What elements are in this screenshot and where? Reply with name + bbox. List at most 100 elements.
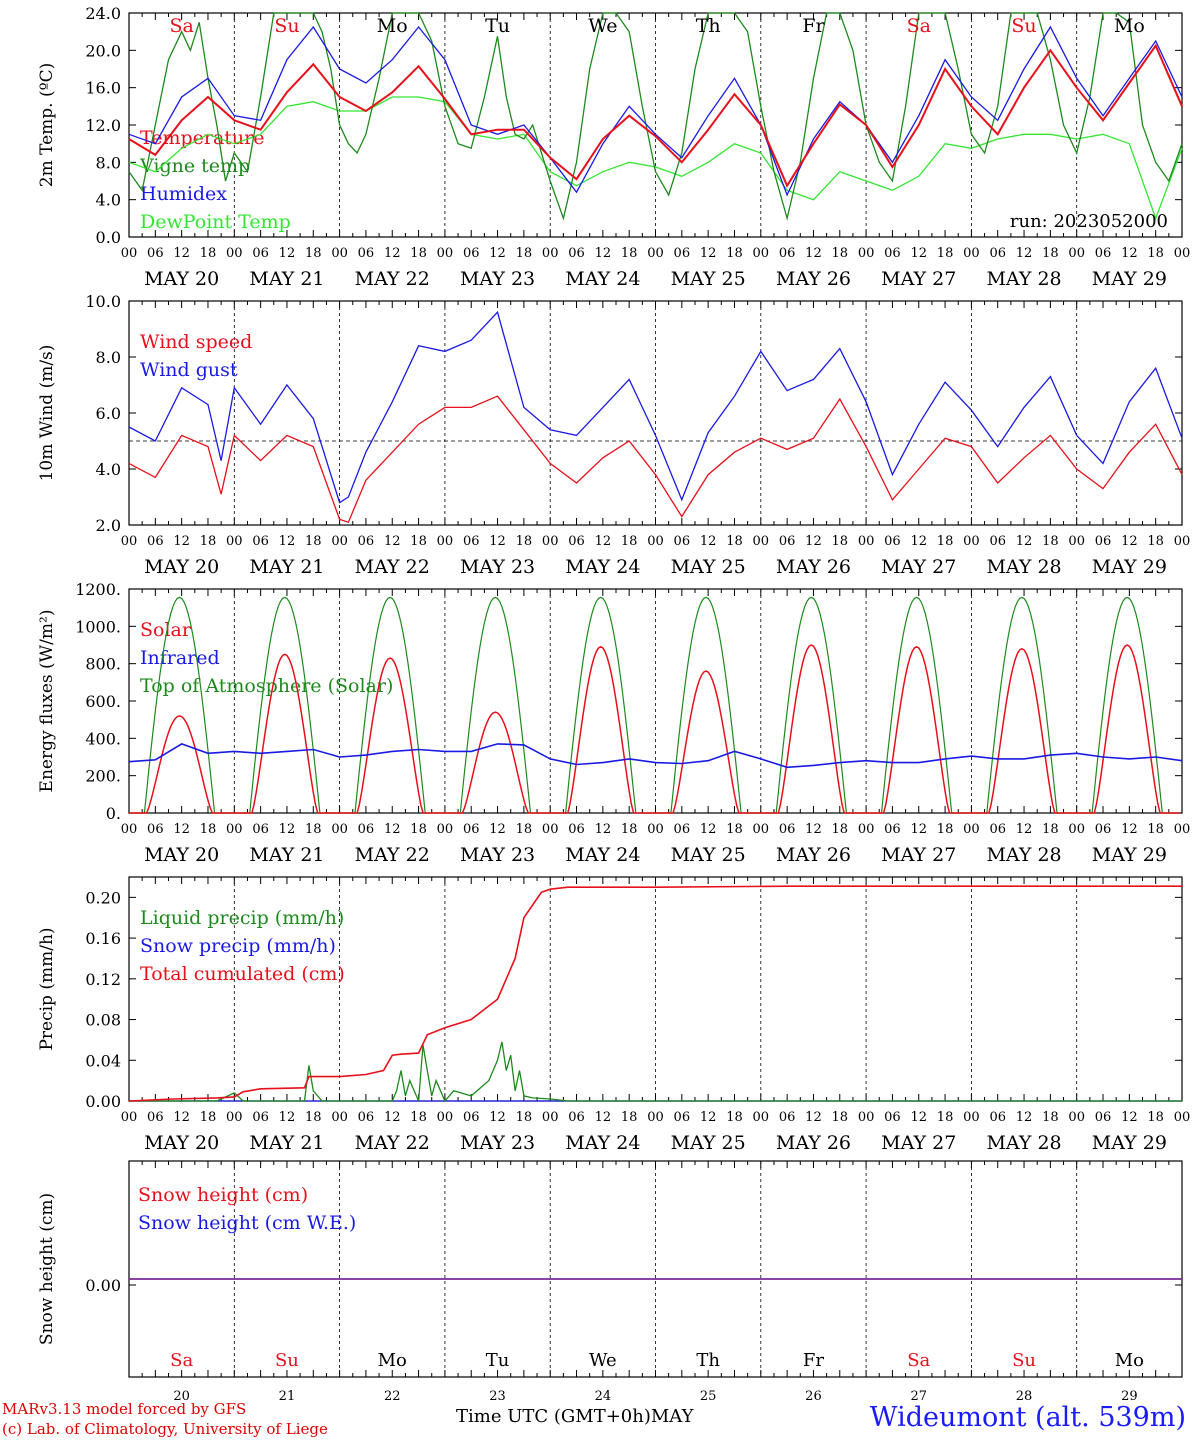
weekday-label: Fr xyxy=(803,1350,824,1371)
legend-entry: Wind speed xyxy=(140,331,252,353)
series-line-wind-speed xyxy=(128,395,1183,524)
hour-tick-label: 00 xyxy=(963,1110,980,1125)
hour-tick-label: 12 xyxy=(384,1110,401,1125)
weekday-label: Tu xyxy=(486,1350,510,1371)
y-tick-label: 8.0 xyxy=(96,348,121,367)
date-label: MAY 28 xyxy=(986,844,1061,866)
weekday-label: Sa xyxy=(169,15,193,37)
hour-tick-label: 06 xyxy=(463,534,480,549)
hour-tick-label: 00 xyxy=(858,534,875,549)
y-tick-label: 0.04 xyxy=(85,1051,121,1070)
y-tick-label: 10.0 xyxy=(85,292,121,311)
hour-tick-label: 12 xyxy=(173,534,190,549)
hour-tick-label: 06 xyxy=(674,246,691,261)
hour-tick-label: 00 xyxy=(226,822,243,837)
hour-tick-label: 12 xyxy=(173,1110,190,1125)
y-tick-label: 800. xyxy=(85,655,121,674)
hour-tick-label: 00 xyxy=(1174,1110,1191,1125)
hour-tick-label: 18 xyxy=(410,822,427,837)
day-number-label: 23 xyxy=(489,1389,506,1404)
series-line-toa-solar xyxy=(129,596,1180,814)
hour-tick-label: 06 xyxy=(147,1110,164,1125)
hour-tick-label: 18 xyxy=(832,1110,849,1125)
hour-tick-label: 06 xyxy=(252,822,269,837)
hour-tick-label: 06 xyxy=(779,534,796,549)
hour-tick-label: 00 xyxy=(121,246,138,261)
day-number-label: 25 xyxy=(700,1389,717,1404)
y-axis-label: Snow height (cm) xyxy=(37,1193,57,1345)
hour-tick-label: 12 xyxy=(384,534,401,549)
credit-line-1: MARv3.13 model forced by GFS xyxy=(2,1400,247,1418)
hour-tick-label: 00 xyxy=(1068,534,1085,549)
hour-tick-label: 12 xyxy=(910,822,927,837)
date-label: MAY 20 xyxy=(144,556,219,578)
hour-tick-label: 00 xyxy=(753,822,770,837)
hour-tick-label: 00 xyxy=(1174,534,1191,549)
hour-tick-label: 00 xyxy=(1068,246,1085,261)
hour-tick-label: 06 xyxy=(568,246,585,261)
hour-tick-label: 00 xyxy=(437,246,454,261)
hour-tick-label: 12 xyxy=(910,1110,927,1125)
y-tick-label: 1000. xyxy=(75,617,121,636)
date-label: MAY 20 xyxy=(144,268,219,290)
day-number-label: 28 xyxy=(1016,1389,1033,1404)
hour-tick-label: 12 xyxy=(384,246,401,261)
hour-tick-label: 18 xyxy=(726,822,743,837)
hour-tick-label: 00 xyxy=(1068,822,1085,837)
hour-tick-label: 12 xyxy=(489,246,506,261)
hour-tick-label: 06 xyxy=(884,1110,901,1125)
date-label: MAY 20 xyxy=(144,844,219,866)
hour-tick-label: 06 xyxy=(1095,246,1112,261)
weekday-label: Sa xyxy=(170,1350,193,1371)
date-label: MAY 26 xyxy=(776,556,851,578)
weekday-label: Su xyxy=(1012,1350,1036,1371)
weekday-label: Mo xyxy=(1114,15,1145,37)
hour-tick-label: 12 xyxy=(1121,534,1138,549)
y-tick-label: 0. xyxy=(106,804,121,823)
date-label: MAY 28 xyxy=(986,556,1061,578)
date-label: MAY 27 xyxy=(881,268,956,290)
hour-tick-label: 18 xyxy=(1147,1110,1164,1125)
hour-tick-label: 12 xyxy=(1121,246,1138,261)
hour-tick-label: 18 xyxy=(937,1110,954,1125)
hour-tick-label: 12 xyxy=(279,534,296,549)
hour-tick-label: 00 xyxy=(542,822,559,837)
hour-tick-label: 18 xyxy=(1042,1110,1059,1125)
y-tick-label: 4.0 xyxy=(96,460,121,479)
date-label: MAY 23 xyxy=(460,1132,535,1154)
date-label: MAY 22 xyxy=(355,1132,430,1154)
hour-tick-label: 06 xyxy=(358,246,375,261)
hour-tick-label: 00 xyxy=(858,246,875,261)
y-tick-label: 20.0 xyxy=(85,41,121,60)
y-tick-label: 0.16 xyxy=(85,929,121,948)
panel-frame xyxy=(128,12,1183,238)
hour-tick-label: 12 xyxy=(384,822,401,837)
y-tick-label: 0.08 xyxy=(85,1011,121,1030)
hour-tick-label: 18 xyxy=(937,246,954,261)
hour-tick-label: 00 xyxy=(963,246,980,261)
hour-tick-label: 00 xyxy=(226,534,243,549)
hour-tick-label: 06 xyxy=(989,1110,1006,1125)
hour-tick-label: 18 xyxy=(621,1110,638,1125)
y-axis-label: 10m Wind (m/s) xyxy=(37,345,57,482)
hour-tick-label: 00 xyxy=(858,1110,875,1125)
hour-tick-label: 00 xyxy=(226,1110,243,1125)
hour-tick-label: 06 xyxy=(252,1110,269,1125)
y-axis-label: Energy fluxes (W/m²) xyxy=(37,610,57,793)
date-label: MAY 23 xyxy=(460,556,535,578)
hour-tick-label: 00 xyxy=(121,1110,138,1125)
hour-tick-label: 06 xyxy=(779,822,796,837)
date-label: MAY 24 xyxy=(565,268,640,290)
hour-tick-label: 06 xyxy=(358,534,375,549)
hour-tick-label: 06 xyxy=(1095,534,1112,549)
date-label: MAY 29 xyxy=(1092,1132,1167,1154)
weekday-label: Mo xyxy=(1115,1350,1144,1371)
hour-tick-label: 00 xyxy=(121,534,138,549)
date-label: MAY 26 xyxy=(776,1132,851,1154)
y-tick-label: 16.0 xyxy=(85,79,121,98)
y-tick-label: 200. xyxy=(85,767,121,786)
hour-tick-label: 00 xyxy=(1068,1110,1085,1125)
hour-tick-label: 18 xyxy=(1147,534,1164,549)
day-number-label: 26 xyxy=(805,1389,822,1404)
